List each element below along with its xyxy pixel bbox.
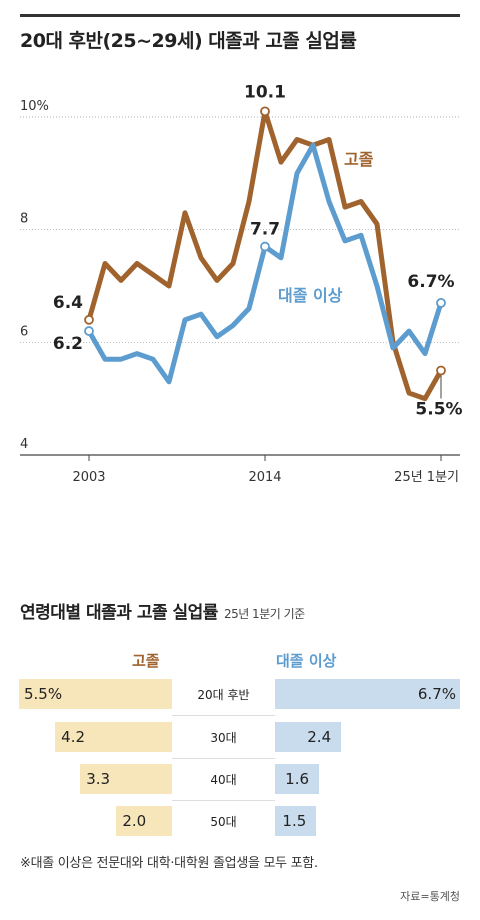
bar-college <box>275 679 460 709</box>
point-highschool <box>436 365 446 376</box>
row-divider <box>172 758 275 759</box>
data-label: 5.5% <box>415 400 462 420</box>
value-label-college: 1.5 <box>282 812 307 830</box>
y-tick-label: 8 <box>20 212 28 227</box>
point-college <box>84 326 94 336</box>
bar-row: 3.3 1.6 40대 <box>0 764 480 801</box>
data-label: 6.7% <box>407 272 454 292</box>
line-chart: 10% 8 6 4 2003 2014 25년 1분기 6.4 10.1 5.5% 6.2 7.7 6.… <box>20 82 463 485</box>
x-tick-label: 25년 1분기 <box>394 470 459 485</box>
series-label-college: 대졸 이상 <box>278 286 343 305</box>
point-college <box>260 241 270 252</box>
age-category-label: 40대 <box>210 773 237 787</box>
bar-college <box>275 764 320 794</box>
footnote: ※대졸 이상은 전문대와 대학·대학원 졸업생을 모두 포함. <box>20 856 318 871</box>
bar-highschool <box>55 722 172 752</box>
bar-chart-title-text: 연령대별 대졸과 고졸 실업률 <box>20 603 218 623</box>
row-divider <box>172 800 275 801</box>
x-tick-label: 2003 <box>72 470 105 485</box>
value-label-college: 6.7% <box>417 685 456 703</box>
chart-title: 20대 후반(25~29세) 대졸과 고졸 실업률 <box>20 30 357 52</box>
bar-row: 2.0 1.5 50대 <box>0 806 480 836</box>
value-label-college: 2.4 <box>307 728 332 746</box>
bar-highschool <box>116 806 172 836</box>
point-highschool <box>84 314 94 325</box>
value-label-highschool: 2.0 <box>122 812 147 830</box>
series-line-college <box>86 142 444 385</box>
bar-chart-title: 연령대별 대졸과 고졸 실업률 25년 1분기 기준 <box>20 598 305 623</box>
value-label-highschool: 3.3 <box>86 770 111 788</box>
bar-highschool <box>19 679 172 709</box>
header-college: 대졸 이상 <box>276 652 337 670</box>
age-category-label: 30대 <box>210 731 237 745</box>
age-category-label: 20대 후반 <box>197 688 250 702</box>
bar-college <box>275 722 342 752</box>
bar-row: 4.2 2.4 30대 <box>0 722 480 759</box>
y-tick-label: 6 <box>20 324 28 339</box>
data-label: 10.1 <box>244 82 286 102</box>
bar-highschool <box>80 764 172 794</box>
value-label-college: 1.6 <box>285 770 310 788</box>
data-label: 6.2 <box>53 334 83 354</box>
top-rule <box>20 14 460 17</box>
bar-row: 5.5% 6.7% 20대 후반 <box>0 679 480 716</box>
age-category-label: 50대 <box>210 815 237 829</box>
y-tick-label: 10% <box>20 99 49 114</box>
row-divider <box>172 715 275 716</box>
series-label-highschool: 고졸 <box>344 150 374 169</box>
data-label: 7.7 <box>250 220 280 240</box>
header-highschool: 고졸 <box>132 652 160 670</box>
value-label-highschool: 5.5% <box>24 685 63 703</box>
value-label-highschool: 4.2 <box>61 728 86 746</box>
bar-college <box>275 806 317 836</box>
point-highschool <box>260 106 270 117</box>
y-tick-label: 4 <box>20 437 28 452</box>
bar-chart-subtitle: 25년 1분기 기준 <box>223 607 305 621</box>
data-label: 6.4 <box>53 293 83 313</box>
point-college <box>436 297 446 308</box>
x-tick-label: 2014 <box>248 470 281 485</box>
source: 자료=통계청 <box>400 890 460 903</box>
